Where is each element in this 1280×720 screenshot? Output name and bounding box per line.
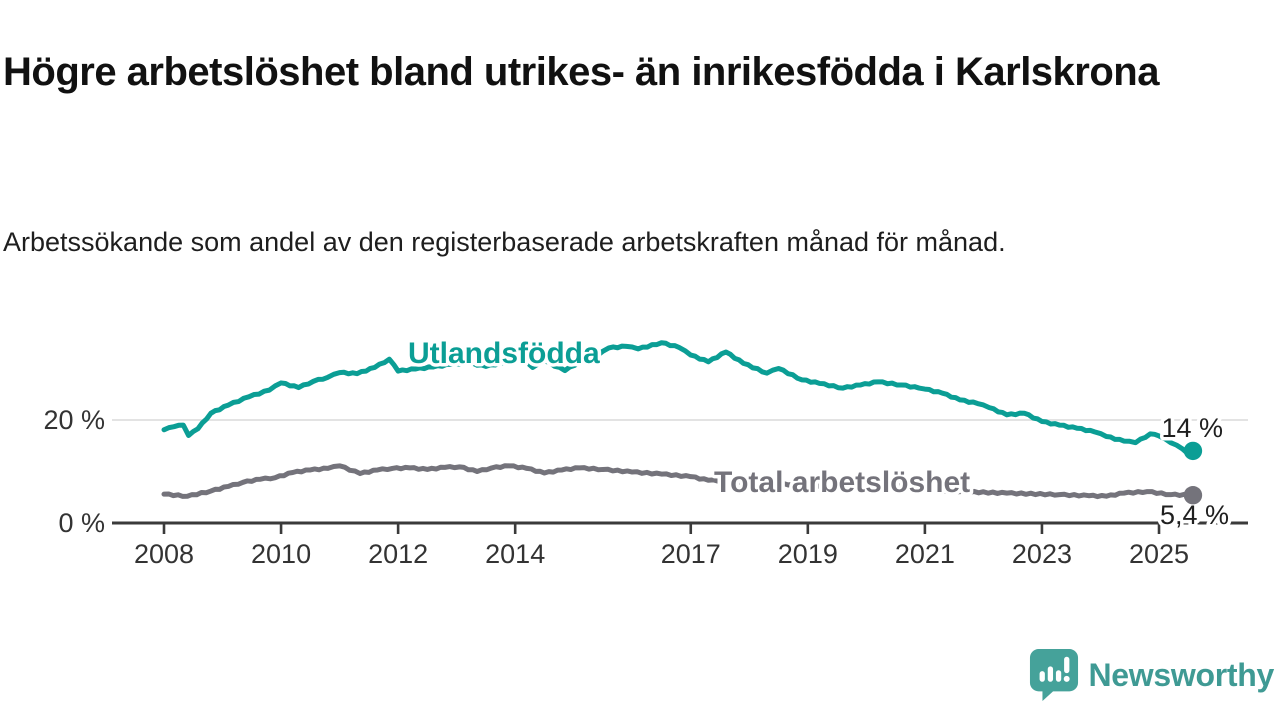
y-tick-label: 0 % (58, 508, 105, 538)
series-label-utlandsfodda: Utlandsfödda (408, 337, 600, 370)
y-tick-label: 20 % (43, 405, 105, 435)
end-dot-total (1183, 485, 1203, 505)
brand-name: Newsworthy (1088, 656, 1275, 693)
end-point-dots (1183, 441, 1203, 505)
x-tick-label: 2025 (1129, 539, 1189, 569)
x-tick-label: 2023 (1012, 539, 1072, 569)
series-label-total: Total arbetslöshet (714, 466, 970, 499)
x-tick-label: 2021 (895, 539, 955, 569)
x-tick-label: 2010 (251, 539, 311, 569)
x-tick-label: 2012 (368, 539, 428, 569)
end-dot-utlandsfodda (1183, 441, 1203, 461)
logo-bars-and-exclamation (1039, 656, 1070, 682)
series-labels: Utlandsfödda Total arbetslöshet 14 % 5,4 % (405, 334, 1233, 534)
x-tick-label: 2008 (134, 539, 194, 569)
end-value-utlandsfodda: 14 % (1161, 413, 1223, 443)
end-value-total: 5,4 % (1160, 500, 1229, 530)
line-utlandsfodda (161, 340, 1196, 457)
line-total (161, 463, 1196, 500)
x-tick-label: 2017 (661, 539, 721, 569)
newsworthy-brand: Newsworthy (1029, 648, 1275, 702)
x-tick-label: 2019 (778, 539, 838, 569)
x-tick-label: 2014 (485, 539, 545, 569)
axis-tick-labels: 2008 2010 2012 2014 2017 2019 2021 2023 2025 0 % 2… (43, 405, 1189, 569)
data-lines (161, 340, 1196, 500)
page-title: Högre arbetslöshet bland utrikes- än inr… (3, 49, 1159, 94)
line-chart: Utlandsfödda Total arbetslöshet 14 % 5,4 % … (0, 295, 1280, 595)
chart-subtitle: Arbetssökande som andel av den registerb… (3, 227, 1006, 257)
newsworthy-logo-icon (1029, 649, 1078, 701)
x-axis (112, 521, 1248, 534)
